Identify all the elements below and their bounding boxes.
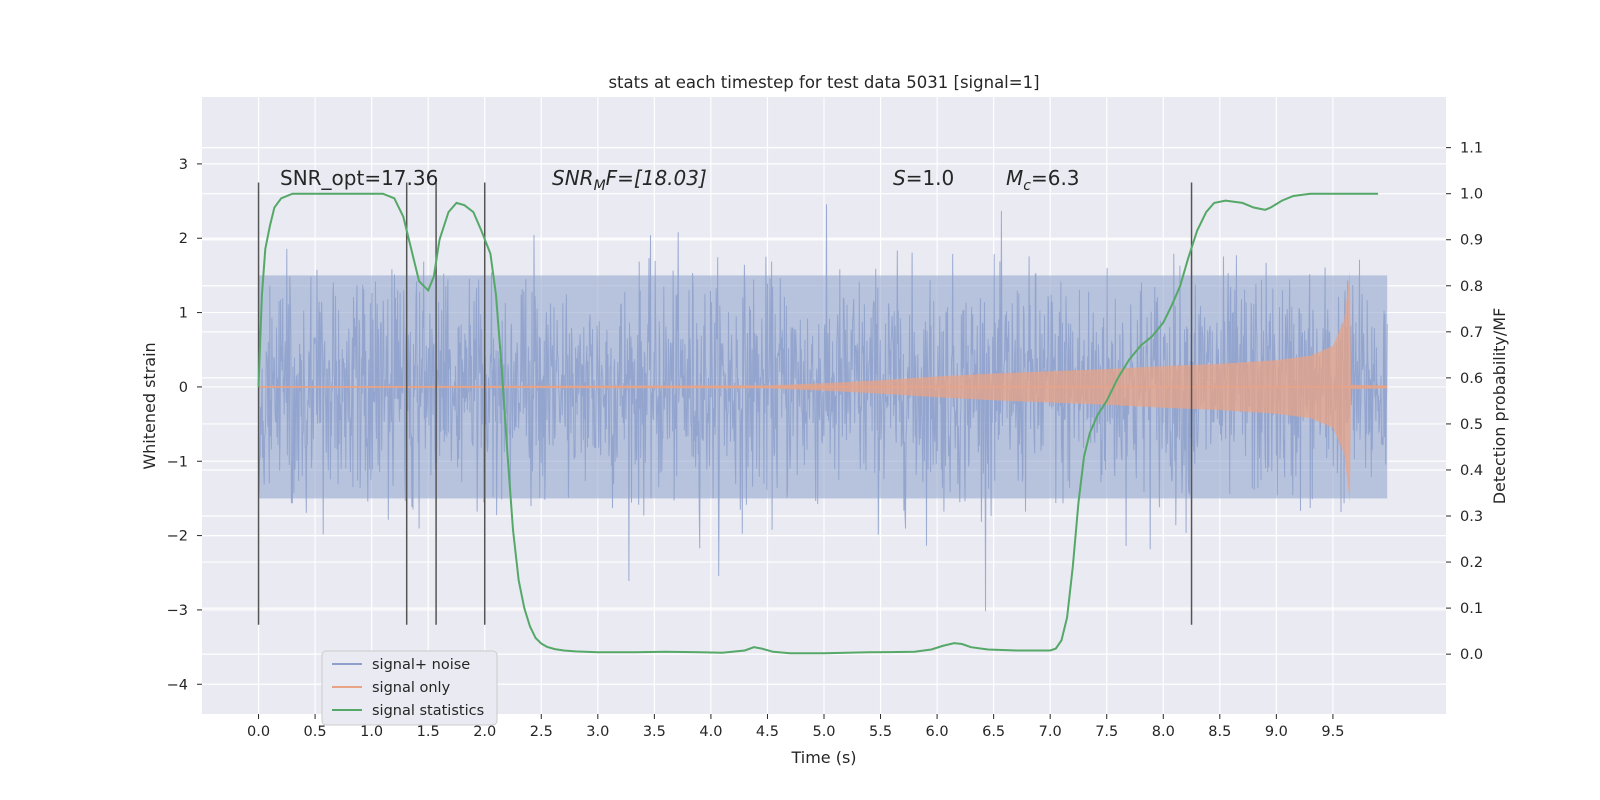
x-tick-label: 9.5: [1321, 724, 1344, 740]
y-right-tick-label: 0.2: [1460, 555, 1483, 571]
y-left-tick-label: 3: [179, 157, 188, 173]
y-left-tick-label: −1: [167, 454, 188, 470]
x-tick-label: 4.0: [699, 724, 722, 740]
x-tick-label: 2.0: [473, 724, 496, 740]
legend-label-signal-noise: signal+ noise: [372, 657, 470, 673]
annotation-snr-mf: SNRMF=[18.03]: [552, 166, 707, 194]
x-tick-label: 4.5: [756, 724, 779, 740]
y-left-tick-label: −3: [167, 603, 188, 619]
x-tick-label: 2.5: [530, 724, 553, 740]
y-right-tick-label: 0.8: [1460, 279, 1483, 295]
x-tick-label: 3.0: [586, 724, 609, 740]
x-tick-label: 8.0: [1152, 724, 1175, 740]
x-tick-label: 0.5: [304, 724, 327, 740]
probability-line: [257, 192, 1379, 655]
y-right-tick-label: 0.5: [1460, 417, 1483, 433]
x-tick-label: 5.0: [812, 724, 835, 740]
series-signal-statistics: [257, 192, 1379, 655]
y-left-tick-label: −2: [167, 529, 188, 545]
x-tick-label: 7.0: [1039, 724, 1062, 740]
y-right-tick-label: 0.1: [1460, 601, 1483, 617]
y-right-tick-label: 0.7: [1460, 325, 1483, 341]
y-left-tick-label: 2: [179, 231, 188, 247]
x-tick-label: 8.5: [1208, 724, 1231, 740]
y-axis-right-label: Detection probability/MF: [1490, 308, 1509, 505]
x-tick-label: 6.0: [926, 724, 949, 740]
x-tick-label: 7.5: [1095, 724, 1118, 740]
y-left-tick-label: 0: [179, 380, 188, 396]
annotation-snr-opt: SNR_opt=17.36: [280, 166, 438, 190]
y-right-tick-label: 0.6: [1460, 371, 1483, 387]
x-axis-ticks: 0.0 0.5 1.0 1.5 2.0 2.5 3.0 3.5 4.0 4.5 5.0 5.5 6.0 6…: [247, 714, 1344, 740]
x-tick-label: 6.5: [982, 724, 1005, 740]
y-axis-left-label: Whitened strain: [140, 342, 159, 469]
y-right-tick-label: 0.0: [1460, 647, 1483, 663]
annotation-mc: Mc=6.3: [1006, 166, 1080, 194]
legend: signal+ noise signal only signal statist…: [321, 650, 498, 726]
series-signal-only: [258, 271, 1388, 503]
y-axis-left-ticks: 3 2 1 0 −1 −2 −3 −4: [167, 157, 202, 693]
noise-line: [258, 204, 1388, 612]
annotation-s: S=1.0: [893, 166, 954, 190]
x-tick-label: 5.5: [869, 724, 892, 740]
legend-label-signal-only: signal only: [372, 680, 451, 696]
y-right-tick-label: 1.0: [1460, 187, 1483, 203]
y-right-tick-label: 0.9: [1460, 233, 1483, 249]
x-axis-label: Time (s): [790, 748, 856, 767]
y-axis-right-ticks: 1.1 1.0 0.9 0.8 0.7 0.6 0.5 0.4 0.3 0.2 0.1 0.0: [1446, 141, 1483, 663]
x-tick-label: 0.0: [247, 724, 270, 740]
x-tick-label: 1.0: [360, 724, 383, 740]
y-right-tick-label: 0.4: [1460, 463, 1483, 479]
x-tick-label: 3.5: [643, 724, 666, 740]
y-right-tick-label: 0.3: [1460, 509, 1483, 525]
x-tick-label: 9.0: [1265, 724, 1288, 740]
y-left-tick-label: −4: [167, 677, 188, 693]
legend-box: [321, 650, 498, 726]
y-left-tick-label: 1: [179, 306, 188, 322]
y-right-tick-label: 1.1: [1460, 141, 1483, 157]
x-tick-label: 1.5: [417, 724, 440, 740]
legend-label-signal-statistics: signal statistics: [372, 703, 484, 719]
chart-title: stats at each timestep for test data 503…: [608, 73, 1039, 92]
